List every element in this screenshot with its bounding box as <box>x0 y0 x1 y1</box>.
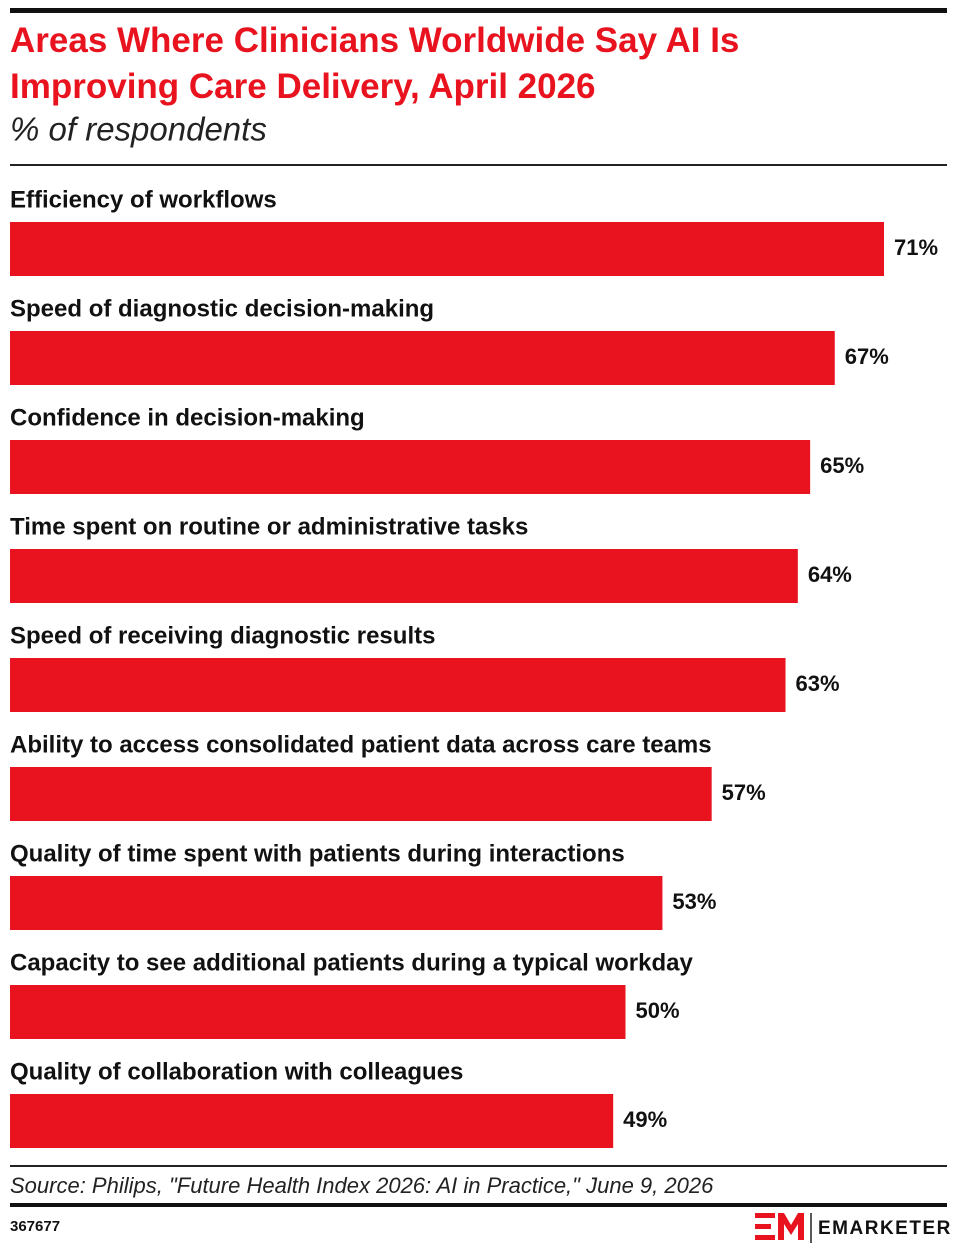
category-label: Quality of collaboration with colleagues <box>10 1058 463 1085</box>
bar <box>10 440 811 494</box>
category-label: Speed of receiving diagnostic results <box>10 622 435 649</box>
category-label: Quality of time spent with patients duri… <box>10 840 625 867</box>
value-label: 50% <box>635 998 679 1023</box>
brand: EMARKETER <box>818 1218 952 1239</box>
bar <box>10 222 884 276</box>
bar <box>10 1094 614 1148</box>
chart-title: Areas Where Clinicians Worldwide Say AI … <box>10 21 739 106</box>
bar <box>10 767 712 821</box>
value-label: 63% <box>796 671 840 696</box>
category-label: Capacity to see additional patients duri… <box>10 949 693 976</box>
bar <box>10 658 786 712</box>
logo-mark <box>755 1213 804 1240</box>
bottom-rule <box>10 1203 947 1207</box>
category-label: Efficiency of workflows <box>10 186 277 213</box>
bar <box>10 985 626 1039</box>
value-label: 64% <box>808 562 852 587</box>
source: Source: Philips, "Future Health Index 20… <box>10 1173 714 1198</box>
category-label: Time spent on routine or administrative … <box>10 513 528 540</box>
category-label: Confidence in decision-making <box>10 404 365 431</box>
value-label: 71% <box>894 235 938 260</box>
value-label: 67% <box>845 344 889 369</box>
chart-subtitle: % of respondents <box>10 111 267 148</box>
chart-id: 367677 <box>10 1218 60 1235</box>
bar <box>10 331 835 385</box>
value-label: 57% <box>722 780 766 805</box>
value-label: 53% <box>672 889 716 914</box>
category-label: Ability to access consolidated patient d… <box>10 731 712 758</box>
category-label: Speed of diagnostic decision-making <box>10 295 434 322</box>
bar <box>10 549 798 603</box>
value-label: 49% <box>623 1107 667 1132</box>
top-rule <box>10 8 947 13</box>
value-label: 65% <box>820 453 864 478</box>
bar <box>10 876 663 930</box>
